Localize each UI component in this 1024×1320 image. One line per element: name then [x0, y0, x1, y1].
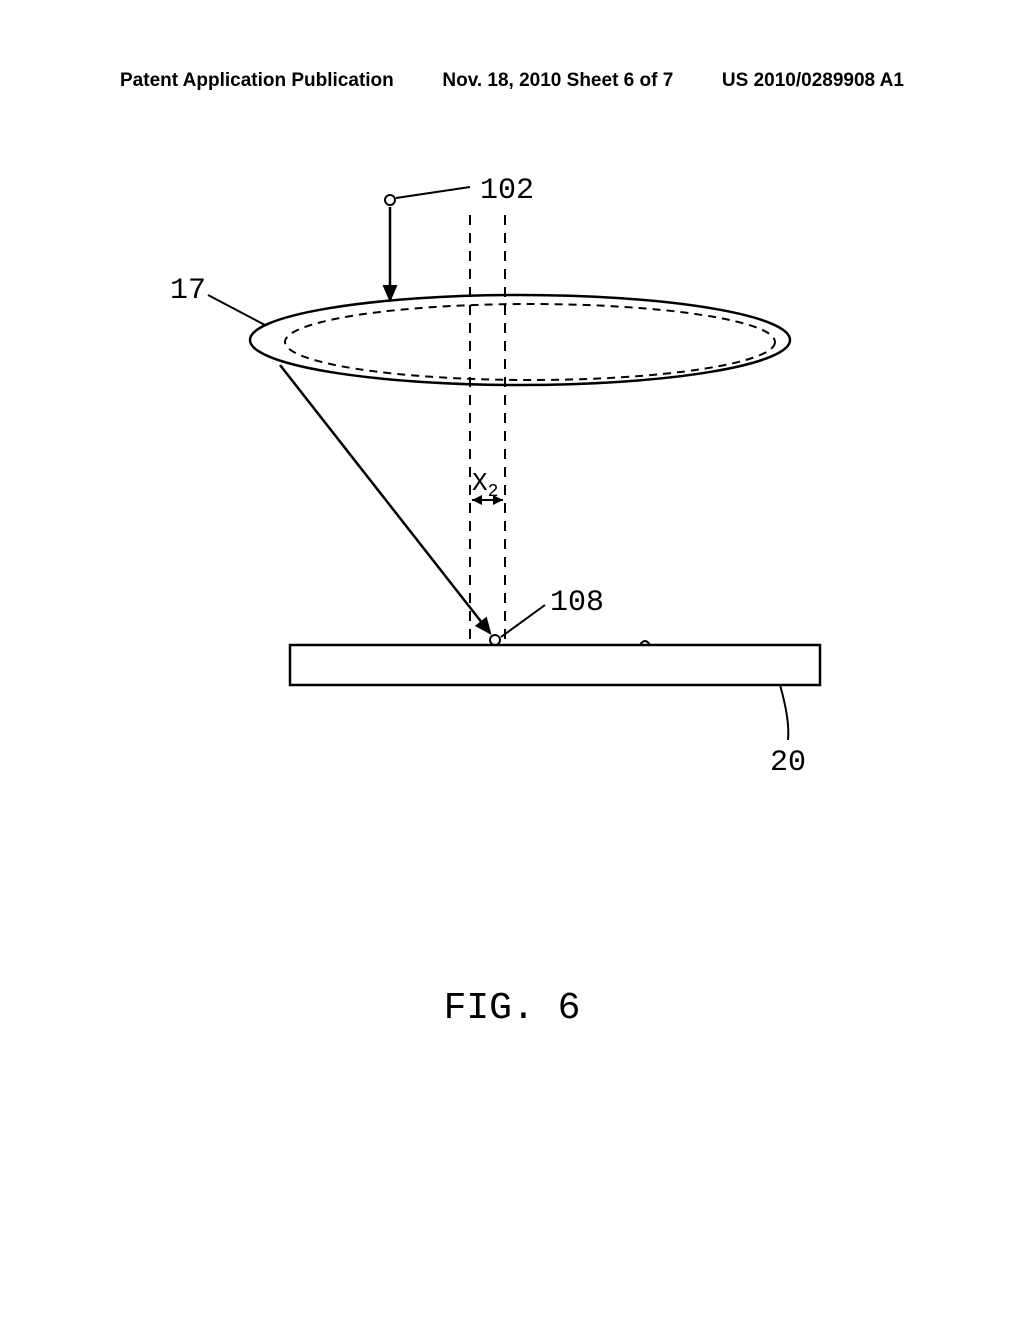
label-108: 108 — [550, 586, 604, 620]
point-108 — [490, 635, 500, 645]
leader-20 — [780, 685, 788, 740]
header-center: Nov. 18, 2010 Sheet 6 of 7 — [442, 70, 673, 92]
point-102 — [385, 195, 395, 205]
diagram-container: 102 17 X2 108 20 — [170, 170, 870, 850]
label-17: 17 — [170, 274, 206, 308]
diagonal-line-to-108 — [280, 365, 490, 633]
leader-17 — [208, 295, 265, 325]
inner-ellipse — [285, 304, 775, 380]
diagram-svg: 102 17 X2 108 20 — [170, 170, 870, 850]
rectangle-20 — [290, 645, 820, 685]
label-20: 20 — [770, 746, 806, 780]
label-x2: X2 — [472, 468, 498, 502]
header-right: US 2010/0289908 A1 — [722, 70, 904, 92]
page-header: Patent Application Publication Nov. 18, … — [0, 70, 1024, 92]
outer-ellipse — [250, 295, 790, 385]
leader-108 — [501, 605, 545, 637]
figure-caption: FIG. 6 — [0, 987, 1024, 1030]
leader-102 — [396, 187, 470, 198]
label-102: 102 — [480, 174, 534, 208]
header-left: Patent Application Publication — [120, 70, 394, 92]
